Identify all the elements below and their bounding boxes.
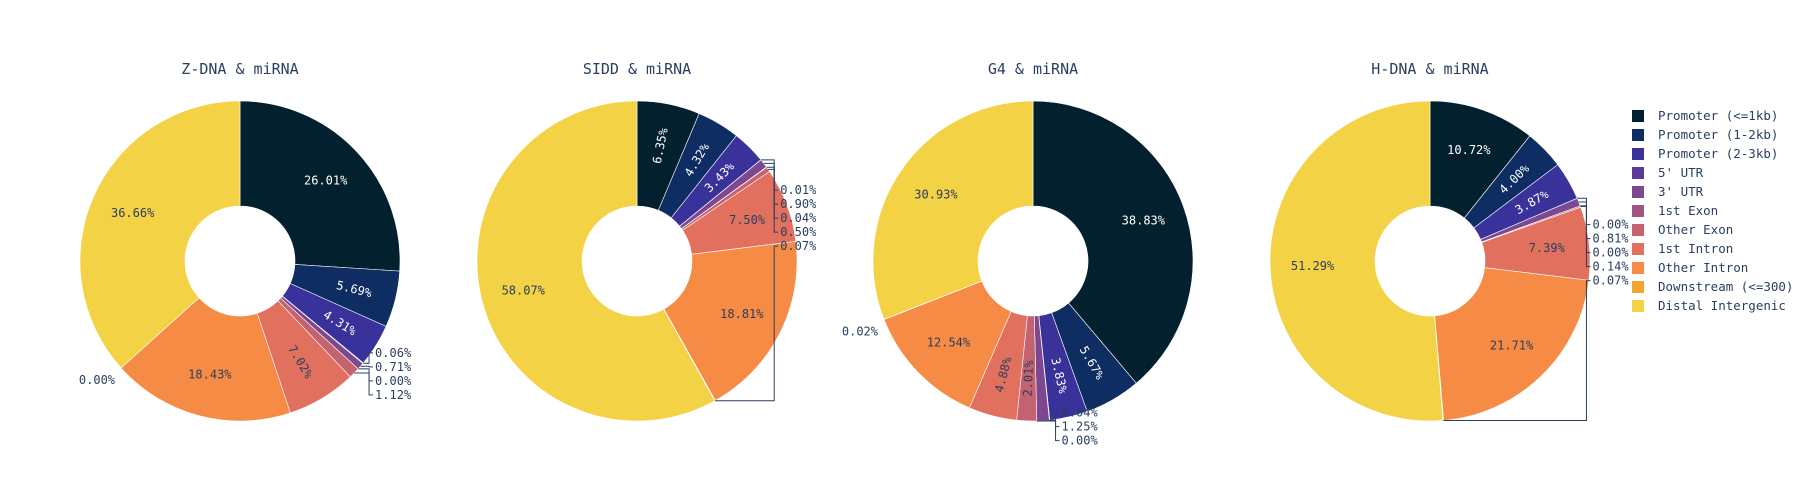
chart-title: SIDD & miRNA	[583, 60, 691, 78]
data-label: 18.81%	[720, 307, 764, 321]
legend-label: Promoter (1-2kb)	[1658, 127, 1779, 142]
leader-line	[363, 352, 374, 364]
data-label: 18.43%	[188, 368, 232, 382]
data-label: 0.07%	[780, 239, 817, 253]
legend-item[interactable]: 5' UTR	[1632, 163, 1793, 182]
pie-chart-4: H-DNA & miRNA10.72%4.00%3.87%7.39%21.71%…	[1269, 60, 1629, 422]
data-label: 0.14%	[1592, 260, 1629, 274]
pie-slice	[79, 100, 241, 369]
leader-line	[358, 368, 374, 382]
data-label: 1.25%	[1062, 420, 1099, 434]
data-label: 0.01%	[780, 183, 817, 197]
data-label: 1.12%	[375, 388, 412, 402]
data-label: 26.01%	[304, 174, 348, 188]
data-label: 0.81%	[1592, 232, 1629, 246]
legend-swatch	[1632, 128, 1644, 141]
legend-swatch	[1632, 242, 1644, 255]
pie-slice	[1269, 100, 1444, 422]
pie-slice	[1032, 100, 1194, 384]
leader-line	[1580, 206, 1591, 268]
data-label: 7.50%	[729, 213, 766, 227]
data-label: 0.00%	[1592, 246, 1629, 260]
pie-chart-3: G4 & miRNA38.83%5.67%3.83%2.01%4.88%12.5…	[842, 60, 1194, 448]
legend-label: 1st Exon	[1658, 203, 1719, 218]
legend-swatch	[1632, 223, 1644, 236]
legend-swatch	[1632, 185, 1644, 198]
legend-swatch	[1632, 280, 1644, 293]
data-label: 0.00%	[1592, 218, 1629, 232]
pie-slice	[476, 100, 716, 422]
data-label: 0.00%	[1062, 434, 1099, 448]
data-label: 0.04%	[1062, 406, 1099, 420]
legend-swatch	[1632, 261, 1644, 274]
leader-line	[1049, 412, 1060, 421]
data-label: 0.00%	[79, 373, 116, 387]
legend-swatch	[1632, 109, 1644, 122]
chart-title: H-DNA & miRNA	[1371, 60, 1488, 78]
data-label: 21.71%	[1490, 339, 1534, 353]
pie-slice	[120, 297, 291, 422]
legend-swatch	[1632, 147, 1644, 160]
data-label: 38.83%	[1122, 214, 1166, 228]
chart-title: G4 & miRNA	[988, 60, 1078, 78]
legend-item[interactable]: 1st Intron	[1632, 239, 1793, 258]
legend-item[interactable]: Promoter (2-3kb)	[1632, 144, 1793, 163]
legend-label: 3' UTR	[1658, 184, 1704, 199]
legend-swatch	[1632, 166, 1644, 179]
legend-item[interactable]: Promoter (<=1kb)	[1632, 106, 1793, 125]
legend-label: 1st Intron	[1658, 241, 1734, 256]
legend-label: Downstream (<=300)	[1658, 279, 1794, 294]
legend-label: 5' UTR	[1658, 165, 1704, 180]
leader-line	[1036, 420, 1060, 442]
legend-label: Other Intron	[1658, 260, 1749, 275]
legend-item[interactable]: Distal Intergenic	[1632, 296, 1793, 315]
legend-item[interactable]: 1st Exon	[1632, 201, 1793, 220]
data-label: 0.02%	[842, 324, 879, 338]
pie-slice	[1434, 267, 1590, 421]
data-label: 0.50%	[780, 225, 817, 239]
legend-swatch	[1632, 299, 1644, 312]
pie-slice	[239, 100, 401, 272]
data-label: 30.93%	[914, 188, 958, 202]
data-label: 7.39%	[1529, 241, 1566, 255]
leader-line	[354, 372, 374, 396]
legend-swatch	[1632, 204, 1644, 217]
legend-item[interactable]: Downstream (<=300)	[1632, 277, 1793, 296]
data-label: 0.90%	[780, 197, 817, 211]
pie-slice	[1429, 100, 1531, 219]
data-label: 0.06%	[375, 346, 412, 360]
legend-item[interactable]: Other Intron	[1632, 258, 1793, 277]
pie-slice	[663, 241, 798, 401]
data-label: 36.66%	[111, 206, 155, 220]
legend-label: Other Exon	[1658, 222, 1734, 237]
data-label: 0.71%	[375, 360, 412, 374]
legend-item[interactable]: 3' UTR	[1632, 182, 1793, 201]
legend-label: Promoter (<=1kb)	[1658, 108, 1779, 123]
chart-title: Z-DNA & miRNA	[181, 60, 298, 78]
legend: Promoter (<=1kb) Promoter (1-2kb) Promoter…	[1632, 106, 1793, 315]
pie-chart-1: Z-DNA & miRNA26.01%5.69%4.31%7.02%18.43%…	[79, 60, 412, 422]
data-label: 0.07%	[1592, 274, 1629, 288]
data-label: 0.00%	[375, 374, 412, 388]
leader-line	[768, 168, 779, 233]
data-label: 58.07%	[502, 283, 546, 297]
legend-item[interactable]: Other Exon	[1632, 220, 1793, 239]
data-label: 10.72%	[1447, 143, 1491, 157]
data-label: 2.01%	[1021, 359, 1036, 396]
leader-line	[1043, 420, 1060, 428]
legend-label: Promoter (2-3kb)	[1658, 146, 1779, 161]
data-label: 12.54%	[927, 336, 971, 350]
legend-item[interactable]: Promoter (1-2kb)	[1632, 125, 1793, 144]
pie-slice	[872, 100, 1034, 320]
leader-line	[360, 365, 374, 368]
leader-line	[1443, 280, 1591, 421]
data-label: 51.29%	[1291, 259, 1335, 273]
data-label: 0.04%	[780, 211, 817, 225]
legend-label: Distal Intergenic	[1658, 298, 1786, 313]
leader-line	[715, 245, 779, 402]
